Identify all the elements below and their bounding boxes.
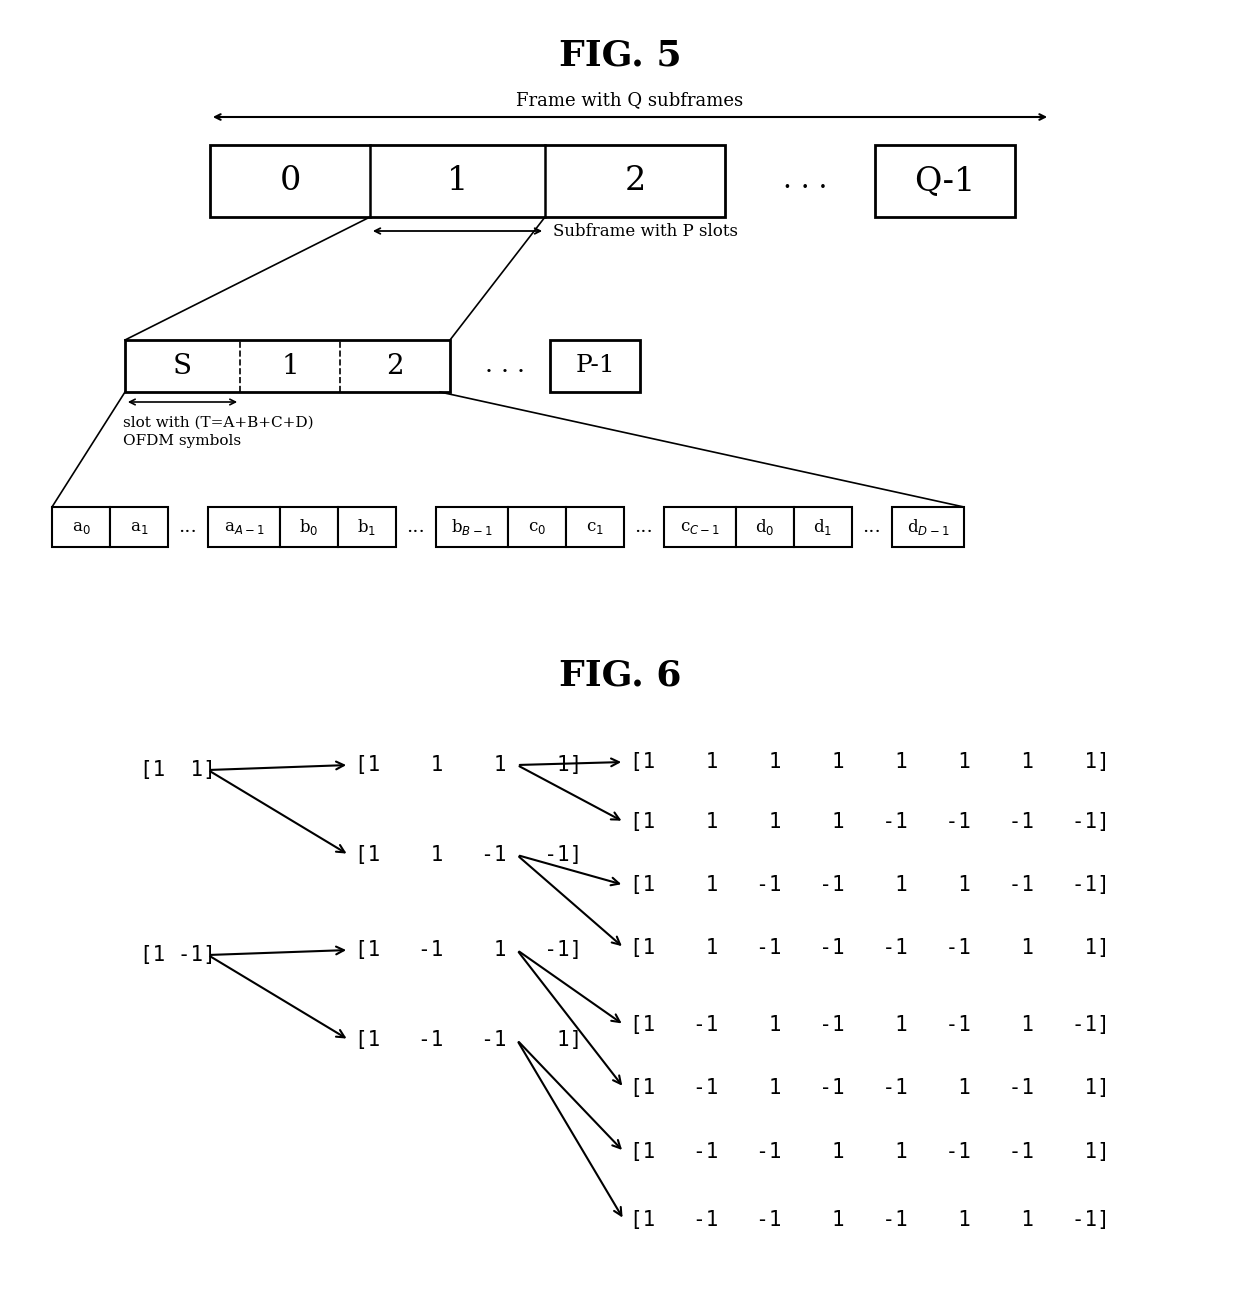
Text: a$_{A-1}$: a$_{A-1}$ [223,519,264,536]
FancyBboxPatch shape [875,145,1016,217]
Text: slot with (T=A+B+C+D)
OFDM symbols: slot with (T=A+B+C+D) OFDM symbols [123,417,314,448]
Text: ...: ... [179,517,197,536]
FancyBboxPatch shape [663,507,737,548]
FancyBboxPatch shape [208,507,280,548]
Text: [1 -1]: [1 -1] [140,945,216,965]
FancyBboxPatch shape [508,507,565,548]
Text: [1    1    1    1]: [1 1 1 1] [355,755,583,776]
Text: a$_1$: a$_1$ [130,519,149,536]
Text: [1    1    1    1    1    1    1    1]: [1 1 1 1 1 1 1 1] [630,752,1110,772]
Text: S: S [174,352,192,380]
Text: FIG. 5: FIG. 5 [559,38,681,72]
Text: ...: ... [635,517,653,536]
Text: [1   -1    1   -1    1   -1    1   -1]: [1 -1 1 -1 1 -1 1 -1] [630,1015,1110,1035]
Text: 1: 1 [446,165,469,196]
Text: c$_1$: c$_1$ [587,519,604,536]
Text: [1    1   -1   -1    1    1   -1   -1]: [1 1 -1 -1 1 1 -1 -1] [630,875,1110,895]
Text: b$_1$: b$_1$ [357,517,377,537]
FancyBboxPatch shape [110,507,167,548]
FancyBboxPatch shape [436,507,508,548]
Text: b$_{B-1}$: b$_{B-1}$ [451,517,492,537]
Text: [1    1   -1   -1   -1   -1    1    1]: [1 1 -1 -1 -1 -1 1 1] [630,938,1110,958]
Text: [1   -1   -1    1    1   -1   -1    1]: [1 -1 -1 1 1 -1 -1 1] [630,1142,1110,1162]
Text: [1   -1   -1    1   -1    1    1   -1]: [1 -1 -1 1 -1 1 1 -1] [630,1210,1110,1230]
FancyBboxPatch shape [339,507,396,548]
Text: Subframe with P slots: Subframe with P slots [553,223,738,240]
Text: d$_{D-1}$: d$_{D-1}$ [906,517,949,537]
Text: c$_{C-1}$: c$_{C-1}$ [680,519,720,536]
Text: [1    1    1    1   -1   -1   -1   -1]: [1 1 1 1 -1 -1 -1 -1] [630,812,1110,832]
Text: 2: 2 [625,165,646,196]
Text: b$_0$: b$_0$ [299,517,319,537]
Text: ...: ... [407,517,425,536]
Text: . . .: . . . [782,168,827,194]
FancyBboxPatch shape [794,507,852,548]
FancyBboxPatch shape [892,507,963,548]
FancyBboxPatch shape [52,507,110,548]
Text: [1    1   -1   -1]: [1 1 -1 -1] [355,845,583,865]
Text: P-1: P-1 [575,355,615,377]
Text: ...: ... [863,517,882,536]
FancyBboxPatch shape [125,341,450,392]
Text: d$_0$: d$_0$ [755,517,775,537]
Text: [1   -1   -1    1]: [1 -1 -1 1] [355,1030,583,1051]
Text: [1  1]: [1 1] [140,760,216,779]
Text: Frame with Q subframes: Frame with Q subframes [516,90,744,109]
FancyBboxPatch shape [280,507,339,548]
Text: 0: 0 [279,165,300,196]
FancyBboxPatch shape [551,341,640,392]
Text: . . .: . . . [485,355,525,377]
Text: 1: 1 [281,352,299,380]
Text: c$_0$: c$_0$ [528,519,546,536]
Text: 2: 2 [386,352,404,380]
Text: FIG. 6: FIG. 6 [559,658,681,692]
FancyBboxPatch shape [565,507,624,548]
Text: d$_1$: d$_1$ [813,517,832,537]
Text: [1   -1    1   -1   -1    1   -1    1]: [1 -1 1 -1 -1 1 -1 1] [630,1078,1110,1098]
FancyBboxPatch shape [737,507,794,548]
Text: a$_0$: a$_0$ [72,519,91,536]
Text: [1   -1    1   -1]: [1 -1 1 -1] [355,941,583,960]
FancyBboxPatch shape [210,145,725,217]
Text: Q-1: Q-1 [914,165,976,196]
